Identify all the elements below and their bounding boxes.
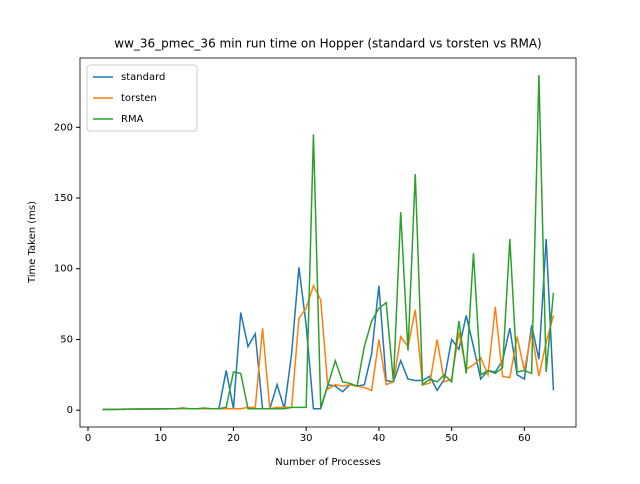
plot-frame — [79, 57, 577, 428]
x-tick-label: 40 — [373, 433, 386, 444]
x-axis-label: Number of Processes — [275, 457, 380, 468]
series-line — [102, 74, 555, 411]
x-tick-label: 50 — [445, 433, 458, 444]
x-tick-label: 60 — [518, 433, 531, 444]
x-tick-label: 20 — [227, 433, 240, 444]
x-tick-label: 10 — [154, 433, 167, 444]
legend-label: RMA — [121, 114, 144, 125]
legend-label: torsten — [121, 93, 157, 104]
legend-label: standard — [121, 72, 165, 83]
y-tick-label: 150 — [54, 193, 73, 204]
y-tick-label: 100 — [54, 264, 73, 275]
x-tick-label: 30 — [300, 433, 313, 444]
chart-title: ww_36_pmec_36 min run time on Hopper (st… — [114, 37, 541, 51]
legend-box — [86, 64, 198, 132]
y-tick-label: 50 — [60, 334, 73, 345]
x-tick-label: 0 — [85, 433, 91, 444]
y-tick-label: 0 — [67, 405, 73, 416]
y-tick-label: 200 — [54, 122, 73, 133]
y-axis-label: Time Taken (ms) — [27, 201, 38, 284]
